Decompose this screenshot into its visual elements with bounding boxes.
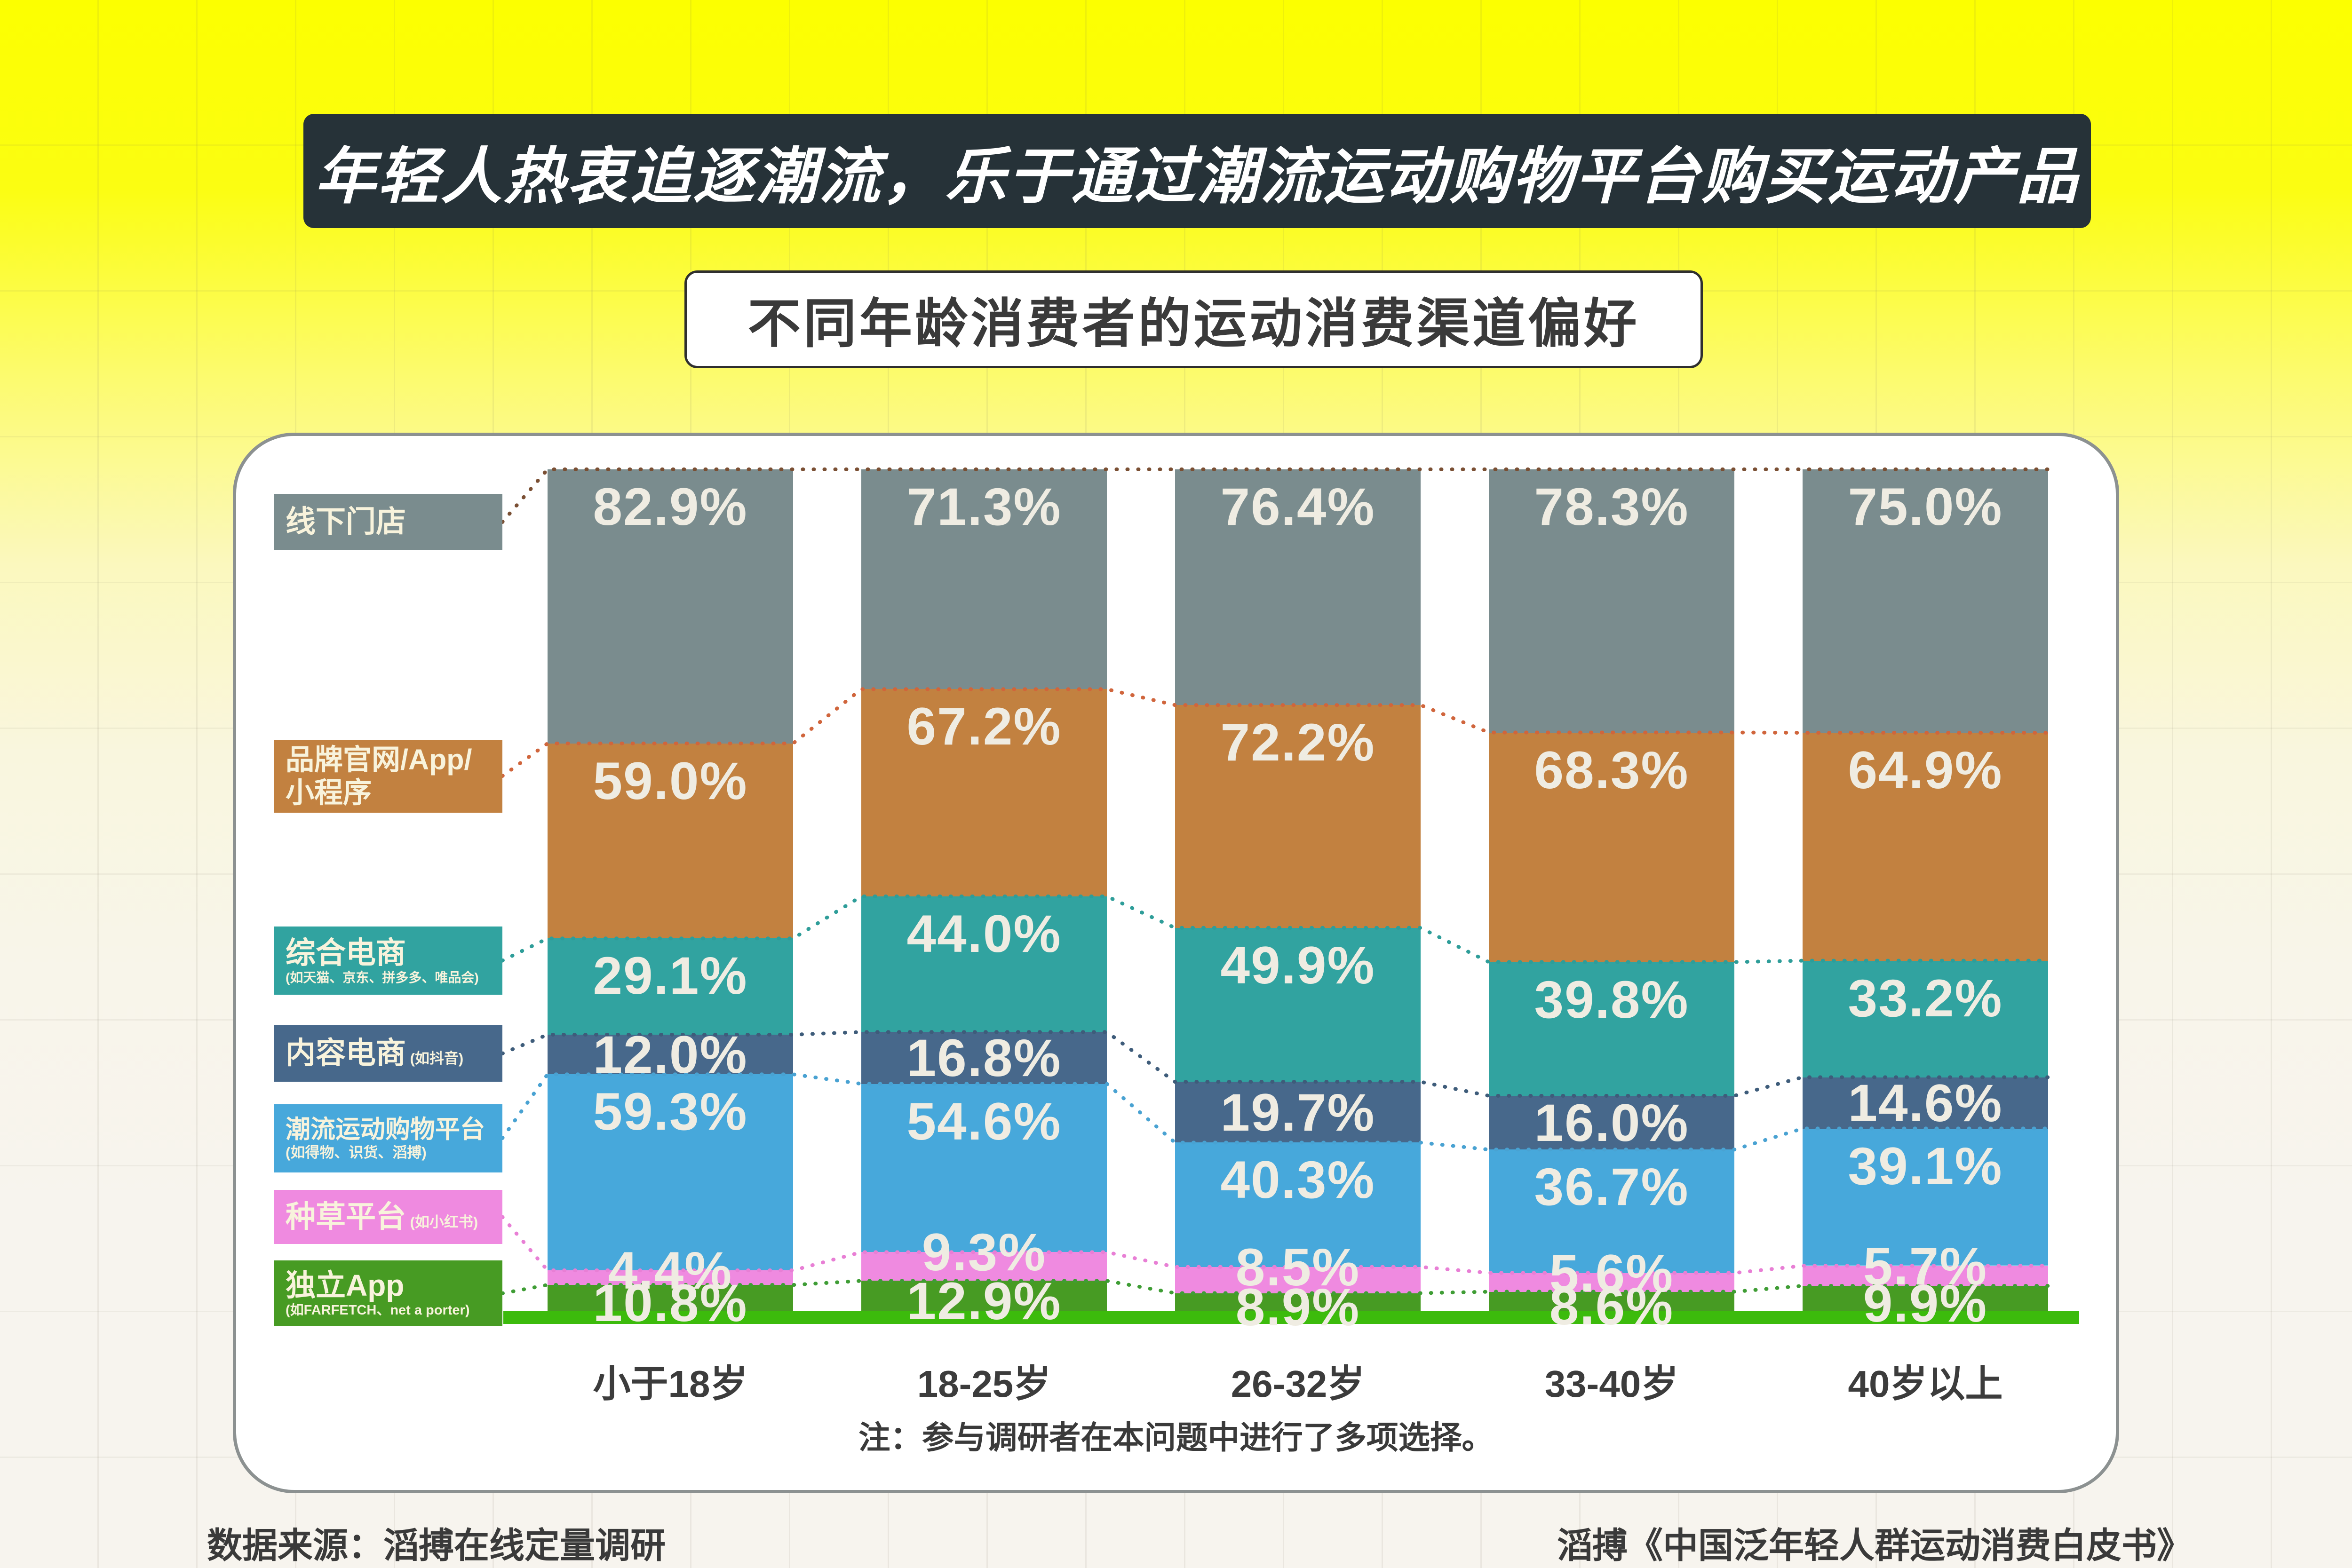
value-label: 68.3% xyxy=(1534,740,1689,800)
headline-title: 年轻人热衷追逐潮流，乐于通过潮流运动购物平台购买运动产品 xyxy=(314,142,2080,211)
age-group-label: 40岁以上 xyxy=(1848,1362,2003,1405)
value-label: 59.0% xyxy=(593,751,748,810)
value-label: 8.6% xyxy=(1549,1276,1674,1336)
headline-banner: 年轻人热衷追逐潮流，乐于通过潮流运动购物平台购买运动产品 xyxy=(303,114,2091,228)
value-label: 19.7% xyxy=(1220,1082,1375,1142)
value-label: 9.9% xyxy=(1863,1274,1988,1333)
legend-label-sub: (如FARFETCH、net a porter) xyxy=(286,1303,470,1318)
legend-label-sub: (如抖音) xyxy=(406,1050,464,1067)
value-label: 54.6% xyxy=(906,1091,1062,1151)
report-title-text: 滔搏《中国泛年轻人群运动消费白皮书》 xyxy=(1557,1526,2192,1565)
value-label: 76.4% xyxy=(1220,477,1375,536)
value-label: 12.9% xyxy=(906,1271,1062,1330)
value-label: 72.2% xyxy=(1220,713,1375,772)
legend-label-sub: (如小红书) xyxy=(406,1213,478,1230)
legend-label-main: 内容电商 (如抖音) xyxy=(286,1036,464,1070)
legend-label-main: 品牌官网/App/ xyxy=(286,743,472,776)
legend-label-box: 独立App (如FARFETCH、net a porter) xyxy=(274,1260,502,1326)
value-label: 40.3% xyxy=(1220,1150,1375,1210)
value-label: 12.0% xyxy=(593,1025,748,1085)
value-label: 39.1% xyxy=(1848,1136,2003,1196)
value-label: 67.2% xyxy=(906,697,1062,756)
legend-label-box: 线下门店 xyxy=(274,494,502,550)
value-label: 82.9% xyxy=(593,477,748,536)
value-label: 44.0% xyxy=(906,903,1062,963)
value-label: 59.3% xyxy=(593,1082,748,1141)
legend-label-sub: (如得物、识货、滔搏) xyxy=(286,1144,427,1161)
age-group-label: 小于18岁 xyxy=(593,1362,748,1405)
value-label: 36.7% xyxy=(1534,1157,1689,1217)
data-source-text: 数据来源：滔搏在线定量调研 xyxy=(207,1526,666,1565)
value-label: 16.0% xyxy=(1534,1093,1689,1153)
value-label: 14.6% xyxy=(1848,1073,2003,1133)
value-label: 71.3% xyxy=(906,477,1062,536)
baseline-strip xyxy=(503,1311,2079,1324)
legend-label-main: 线下门店 xyxy=(286,505,406,539)
value-label: 10.8% xyxy=(593,1273,748,1333)
value-label: 78.3% xyxy=(1534,477,1689,536)
legend-label-main: 种草平台 (如小红书) xyxy=(286,1199,478,1234)
legend-label-main: 综合电商 xyxy=(286,935,406,970)
value-label: 75.0% xyxy=(1848,477,2003,536)
age-group-label: 18-25岁 xyxy=(917,1362,1051,1405)
value-label: 64.9% xyxy=(1848,740,2003,800)
legend-label-main: 潮流运动购物平台 xyxy=(286,1115,485,1143)
chart-footnote: 注：参与调研者在本问题中进行了多项选择。 xyxy=(858,1420,1494,1456)
legend-label-box: 潮流运动购物平台 (如得物、识货、滔搏) xyxy=(274,1104,502,1172)
legend-label-box: 品牌官网/App/小程序 xyxy=(274,739,502,813)
value-label: 39.8% xyxy=(1534,969,1689,1029)
age-group-label: 33-40岁 xyxy=(1544,1362,1679,1405)
chart-subtitle-box: 不同年龄消费者的运动消费渠道偏好 xyxy=(684,270,1703,368)
value-label: 29.1% xyxy=(593,946,748,1006)
value-label: 8.9% xyxy=(1235,1277,1360,1337)
age-group-label: 26-32岁 xyxy=(1231,1362,1365,1405)
legend-label-main: 独立App xyxy=(286,1268,405,1302)
value-label: 16.8% xyxy=(906,1028,1062,1088)
chart-subtitle: 不同年龄消费者的运动消费渠道偏好 xyxy=(747,294,1640,354)
value-label: 49.9% xyxy=(1220,935,1375,995)
value-label: 33.2% xyxy=(1848,968,2003,1028)
legend-label-box: 种草平台 (如小红书) xyxy=(274,1190,502,1244)
legend-label-box: 综合电商 (如天猫、京东、拼多多、唯品会) xyxy=(274,927,502,995)
legend-label-sub: (如天猫、京东、拼多多、唯品会) xyxy=(286,970,479,985)
legend-label-main: 小程序 xyxy=(286,776,372,808)
legend-label-box: 内容电商 (如抖音) xyxy=(274,1025,502,1082)
